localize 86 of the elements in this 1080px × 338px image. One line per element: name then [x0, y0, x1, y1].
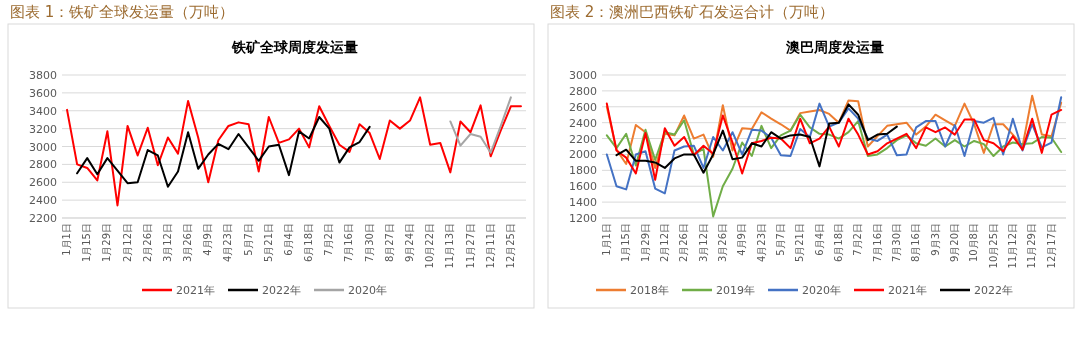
legend-label: 2020年 [802, 284, 841, 297]
x-tick-label: 1月29日 [639, 223, 651, 263]
line-series [615, 103, 898, 174]
x-tick-label: 8月16日 [910, 223, 922, 263]
x-tick-label: 3月26日 [182, 223, 194, 263]
x-tick-label: 6月4日 [813, 223, 825, 256]
x-tick-label: 2月12日 [658, 223, 670, 263]
x-tick-label: 2月26日 [141, 223, 153, 263]
y-tick-label: 1600 [569, 180, 597, 194]
line-series [605, 102, 1063, 181]
line-series [66, 96, 522, 207]
x-tick-label: 7月30日 [890, 223, 902, 263]
y-tick-label: 2800 [29, 158, 57, 172]
x-tick-label: 9月20日 [948, 223, 960, 263]
line-series [605, 96, 1063, 195]
x-tick-label: 7月30日 [363, 223, 375, 263]
y-tick-label: 2400 [29, 194, 57, 208]
x-tick-label: 12月11日 [484, 223, 496, 269]
y-tick-label: 2400 [569, 116, 597, 130]
y-tick-label: 3200 [29, 122, 57, 136]
y-tick-label: 2600 [29, 176, 57, 190]
x-tick-label: 7月2日 [323, 223, 335, 256]
chart-title: 图表 1：铁矿全球发运量（万吨） [10, 3, 235, 21]
y-tick-label: 2800 [569, 84, 597, 98]
chart-title: 图表 2：澳洲巴西铁矿石发运合计（万吨） [550, 3, 835, 21]
line-series [605, 94, 1063, 169]
y-tick-label: 2200 [29, 212, 57, 225]
y-tick-label: 2600 [569, 100, 597, 114]
legend-label: 2021年 [888, 284, 927, 297]
x-tick-label: 5月7日 [774, 223, 786, 256]
x-tick-label: 6月18日 [832, 223, 844, 263]
x-tick-label: 4月23日 [755, 223, 767, 263]
y-tick-label: 3400 [29, 104, 57, 118]
legend-label: 2022年 [974, 284, 1013, 297]
x-tick-label: 11月13日 [444, 223, 456, 269]
x-tick-label: 6月4日 [282, 223, 294, 256]
x-tick-label: 5月21日 [262, 223, 274, 263]
chart-subtitle: 铁矿全球周度发运量 [231, 39, 358, 55]
x-tick-label: 10月25日 [987, 223, 999, 269]
legend-label: 2021年 [176, 284, 215, 297]
x-tick-label: 5月7日 [242, 223, 254, 256]
x-tick-label: 4月9日 [736, 223, 748, 256]
y-tick-label: 1800 [569, 164, 597, 178]
x-tick-label: 5月21日 [794, 223, 806, 263]
x-tick-label: 11月27日 [464, 223, 476, 269]
y-tick-label: 2200 [569, 132, 597, 146]
x-tick-label: 12月17日 [1045, 223, 1057, 269]
x-tick-label: 1月15日 [620, 223, 632, 263]
legend-label: 2019年 [716, 284, 755, 297]
line-series [76, 116, 371, 188]
chart-subtitle: 澳巴周度发运量 [785, 39, 884, 55]
line-series [449, 96, 512, 154]
x-tick-label: 3月12日 [161, 223, 173, 263]
y-tick-label: 1400 [569, 196, 597, 210]
x-tick-label: 4月23日 [222, 223, 234, 263]
y-tick-label: 3800 [29, 69, 57, 82]
x-tick-label: 8月27日 [383, 223, 395, 263]
x-tick-label: 1月29日 [101, 223, 113, 263]
x-tick-label: 12月25日 [504, 223, 516, 269]
x-tick-label: 1月15日 [81, 223, 93, 263]
x-tick-label: 10月8日 [968, 223, 980, 263]
x-tick-label: 3月12日 [697, 223, 709, 263]
x-tick-label: 2月26日 [678, 223, 690, 263]
x-tick-label: 1月1日 [600, 223, 612, 256]
y-tick-label: 1200 [569, 212, 597, 225]
x-tick-label: 7月2日 [852, 223, 864, 256]
x-tick-label: 11月12日 [1006, 223, 1018, 269]
y-tick-label: 2000 [569, 148, 597, 162]
x-tick-label: 1月1日 [61, 223, 73, 256]
x-tick-label: 11月29日 [1026, 223, 1038, 269]
x-tick-label: 9月3日 [929, 223, 941, 256]
x-tick-label: 7月16日 [871, 223, 883, 263]
y-tick-label: 3000 [569, 69, 597, 82]
x-tick-label: 6月18日 [303, 223, 315, 263]
x-tick-label: 9月24日 [404, 223, 415, 263]
x-tick-label: 7月16日 [343, 223, 355, 263]
legend-label: 2020年 [348, 284, 387, 297]
line-series [605, 113, 1063, 218]
x-tick-label: 4月9日 [202, 223, 214, 256]
x-tick-label: 2月12日 [121, 223, 133, 263]
legend-label: 2022年 [262, 284, 301, 297]
x-tick-label: 10月22日 [424, 223, 436, 269]
legend-label: 2018年 [630, 284, 669, 297]
y-tick-label: 3000 [29, 140, 57, 154]
y-tick-label: 3600 [29, 86, 57, 100]
x-tick-label: 3月26日 [716, 223, 728, 263]
